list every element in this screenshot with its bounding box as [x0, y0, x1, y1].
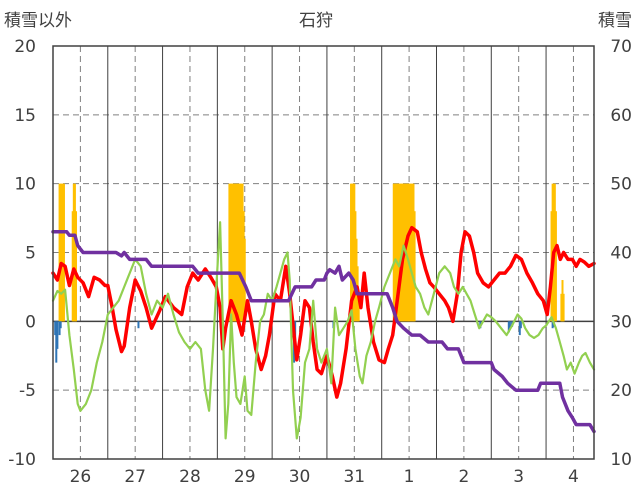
bar-snowfall: [561, 280, 564, 322]
bar-snowfall: [59, 183, 62, 322]
bar-precipitation: [58, 321, 61, 336]
left-tick-label: 10: [14, 175, 36, 195]
bar-snowfall: [408, 183, 411, 322]
right-tick-label: 70: [610, 37, 632, 57]
bar-snowfall: [409, 183, 412, 322]
bar-snowfall: [242, 211, 245, 322]
bar-snowfall: [231, 183, 234, 322]
bar-snowfall: [61, 183, 64, 322]
series-lines: [51, 221, 596, 440]
bar-precipitation: [59, 321, 62, 329]
x-tick-label: 1: [404, 467, 415, 487]
bar-snowfall: [60, 183, 63, 322]
left-tick-labels: 20 15 10 5 0 -5 -10: [8, 37, 36, 470]
x-tick-label: 27: [124, 467, 146, 487]
right-axis-title: 積雪: [598, 11, 632, 31]
plot-border: [52, 45, 595, 460]
bar-snowfall: [71, 211, 74, 322]
bar-snowfall: [350, 183, 353, 322]
bar-snowfall: [230, 183, 233, 322]
chart-title: 石狩: [299, 11, 333, 31]
right-tick-label: 60: [610, 106, 632, 126]
left-tick-label: 20: [14, 37, 36, 57]
bar-snowfall: [237, 183, 240, 322]
bar-precipitation: [518, 321, 521, 336]
series-line-2: [51, 221, 596, 440]
bar-snowfall: [234, 183, 237, 322]
x-tick-label: 26: [70, 467, 92, 487]
bar-snowfall: [232, 183, 235, 322]
bar-snowfall: [562, 293, 565, 322]
left-tick-label: -5: [19, 381, 36, 401]
bar-snowfall: [354, 211, 357, 322]
x-tick-label: 30: [289, 467, 311, 487]
bar-snowfall: [228, 183, 231, 322]
bar-snowfall: [560, 293, 563, 322]
bar-precipitation: [137, 321, 140, 329]
bar-snowfall: [240, 183, 243, 322]
bar-snowfall: [393, 183, 396, 322]
right-tick-labels: 70 60 50 40 30 20 10: [610, 37, 632, 470]
left-tick-label: 5: [25, 244, 36, 264]
bar-snowfall: [239, 183, 242, 322]
right-tick-label: 20: [610, 381, 632, 401]
bar-snowfall: [410, 183, 413, 322]
bar-snowfall: [238, 183, 241, 322]
bar-snowfall: [352, 183, 355, 322]
bar-snowfall: [397, 183, 400, 322]
left-axis-title: 積雪以外: [4, 11, 72, 31]
x-tick-label: 28: [179, 467, 201, 487]
bar-snowfall: [75, 211, 78, 322]
x-tick-labels: 26 27 28 29 30 31 1 2 3 4: [70, 467, 579, 487]
bar-snowfall: [554, 211, 557, 322]
plot-frame: [52, 45, 595, 460]
bar-snowfall: [241, 183, 244, 322]
bar-snowfall: [233, 183, 236, 322]
bar-snowfall: [407, 183, 410, 322]
x-tick-label: 2: [458, 467, 469, 487]
bar-snowfall: [72, 183, 75, 322]
bar-snowfall: [357, 293, 360, 322]
bar-precipitation: [54, 321, 57, 336]
bar-snowfall: [394, 183, 397, 322]
bar-snowfall: [412, 183, 415, 322]
bar-snowfall: [73, 183, 76, 322]
bar-snowfall: [413, 211, 416, 322]
bar-snowfall: [398, 183, 401, 322]
x-tick-label: 4: [568, 467, 579, 487]
bar-snowfall: [62, 183, 65, 322]
bar-snowfall: [355, 238, 358, 322]
bar-precipitation: [508, 321, 511, 329]
grid-lines: [53, 46, 594, 459]
bar-precipitation: [55, 321, 58, 363]
x-tick-label: 29: [234, 467, 256, 487]
bar-snowfall: [351, 183, 354, 322]
x-tick-label: 3: [513, 467, 524, 487]
bar-precipitation: [56, 321, 59, 349]
x-tick-label: 31: [343, 467, 365, 487]
left-tick-label: -10: [8, 450, 36, 470]
bar-snowfall: [392, 183, 395, 322]
bar-snowfall: [353, 183, 356, 322]
right-tick-label: 50: [610, 175, 632, 195]
right-tick-label: 30: [610, 312, 632, 332]
left-tick-label: 15: [14, 106, 36, 126]
bar-snowfall: [229, 183, 232, 322]
series-line-3: [51, 230, 596, 434]
right-tick-label: 40: [610, 244, 632, 264]
right-tick-label: 10: [610, 450, 632, 470]
bar-precipitation: [507, 321, 510, 333]
bar-precipitation: [551, 321, 554, 329]
bar-snowfall: [411, 183, 414, 322]
bar-snowfall: [399, 183, 402, 322]
left-tick-label: 0: [25, 312, 36, 332]
bar-snowfall: [243, 238, 246, 322]
bar-snowfall: [58, 183, 61, 322]
bar-snowfall: [396, 183, 399, 322]
bar-precipitation: [519, 321, 522, 329]
bar-snowfall: [236, 183, 239, 322]
